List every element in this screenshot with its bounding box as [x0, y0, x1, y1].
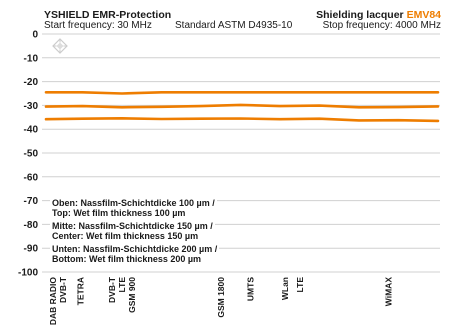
y-tick-label: 0 — [32, 30, 38, 41]
x-tick-label: DVB-T — [58, 276, 68, 303]
y-tick-label: -20 — [24, 77, 39, 88]
legend-bottom-en: Bottom: Wet film thickness 200 µm — [52, 254, 202, 264]
x-tick-label: DAB RADIO — [48, 277, 58, 326]
y-tick-label: -40 — [24, 125, 39, 136]
y-tick-labels: 0 -10 -20 -30 -40 -50 -60 -70 -80 -90 -100 — [18, 30, 38, 279]
y-tick-label: -10 — [24, 53, 39, 64]
legend-entry-center: Mitte: Nassfilm-Schichtdicke 150 µm / Ce… — [50, 221, 215, 241]
series-line — [44, 91, 440, 95]
series-line — [44, 103, 440, 109]
series-line — [44, 117, 440, 123]
series-lines — [44, 91, 440, 123]
x-tick-label: UMTS — [245, 277, 255, 301]
y-tick-label: -50 — [24, 149, 39, 160]
x-tick-label: GSM 900 — [127, 277, 137, 313]
grid — [42, 33, 440, 273]
y-tick-label: -60 — [24, 172, 39, 183]
x-tick-labels: DAB RADIO DVB-T TETRA DVB-T LTE GSM 900 GSM 18… — [48, 276, 394, 325]
legend-center-en: Center: Wet film thickness 150 µm — [52, 231, 199, 241]
legend-top-de: Oben: Nassfilm-Schichtdicke 100 µm / — [52, 198, 215, 208]
legend-center-de: Mitte: Nassfilm-Schichtdicke 150 µm / — [52, 221, 213, 231]
x-tick-label: WLan — [280, 277, 290, 300]
y-tick-label: -80 — [24, 220, 39, 231]
stop-frequency: Stop frequency: 4000 MHz — [322, 20, 441, 31]
y-tick-label: -100 — [18, 268, 38, 279]
start-frequency: Start frequency: 30 MHz — [44, 20, 152, 31]
legend-bottom-de: Unten: Nassfilm-Schichtdicke 200 µm / — [52, 244, 218, 254]
product-code: EMV84 — [406, 9, 441, 21]
logo-icon — [52, 38, 68, 54]
y-tick-label: -30 — [24, 101, 39, 112]
y-tick-label: -90 — [24, 244, 39, 255]
standard-label: Standard ASTM D4935-10 — [175, 20, 293, 31]
x-tick-label: DVB-T — [107, 276, 117, 303]
y-tick-label: -70 — [24, 196, 39, 207]
legend-entry-top: Oben: Nassfilm-Schichtdicke 100 µm / Top… — [50, 198, 217, 218]
header: YSHIELD EMR-Protection Start frequency: … — [0, 0, 449, 34]
legend-entry-bottom: Unten: Nassfilm-Schichtdicke 200 µm / Bo… — [50, 244, 220, 264]
product-name: Shielding lacquer — [316, 9, 404, 21]
product-title: Shielding lacquer EMV84 — [316, 10, 441, 21]
x-tick-label: WiMAX — [384, 277, 394, 307]
legend: Oben: Nassfilm-Schichtdicke 100 µm / Top… — [50, 198, 280, 267]
x-tick-label: TETRA — [76, 277, 86, 305]
x-tick-label: GSM 1800 — [216, 277, 226, 318]
x-tick-label: LTE — [117, 277, 127, 293]
x-tick-label: LTE — [295, 277, 305, 293]
brand-title: YSHIELD EMR-Protection — [44, 9, 172, 21]
legend-top-en: Top: Wet film thickness 100 µm — [52, 208, 186, 218]
